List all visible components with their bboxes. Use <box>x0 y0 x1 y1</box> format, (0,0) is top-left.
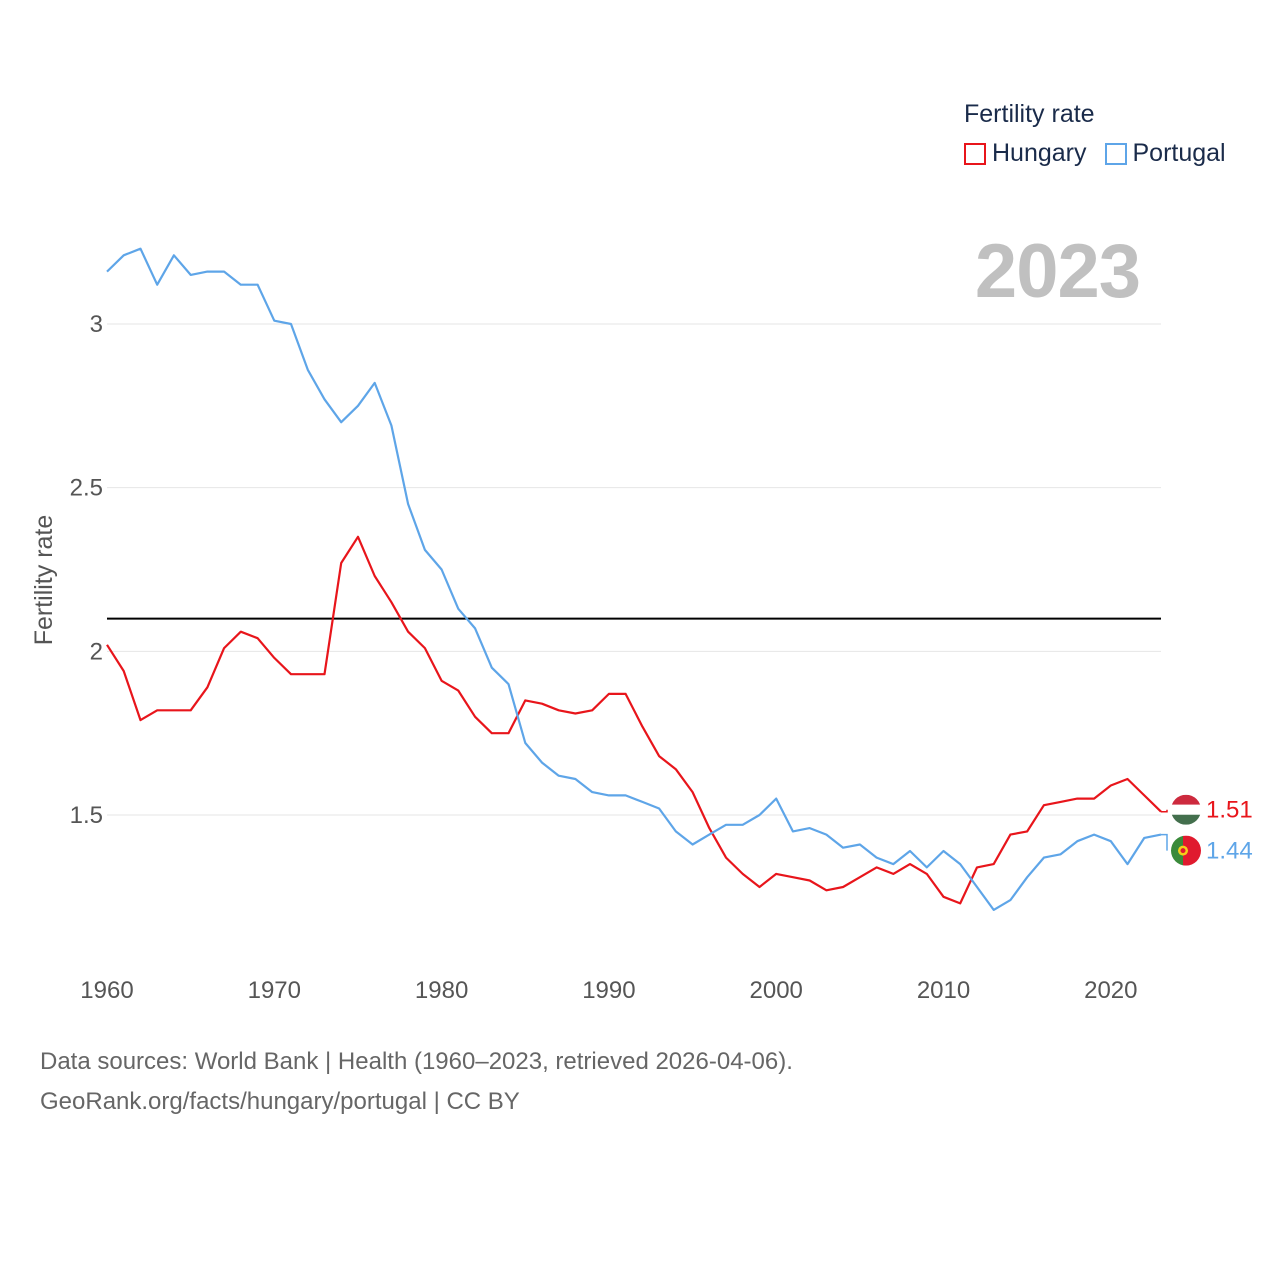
footer: Data sources: World Bank | Health (1960–… <box>40 1042 793 1122</box>
legend-label-hungary: Hungary <box>992 139 1087 167</box>
legend-item-portugal[interactable]: Portugal <box>1104 139 1226 168</box>
x-tick-label: 1960 <box>80 977 133 1004</box>
end-value-label-hungary: 1.51 <box>1206 797 1253 824</box>
x-tick-label: 1990 <box>582 977 635 1004</box>
footer-link[interactable]: GeoRank.org/facts/hungary/portugal | CC … <box>40 1088 520 1115</box>
legend-swatch-hungary <box>964 142 986 165</box>
x-tick-label: 2010 <box>917 977 970 1004</box>
y-tick-label: 2 <box>90 638 103 665</box>
end-connector-hungary <box>1161 809 1168 813</box>
x-tick-label: 1970 <box>248 977 301 1004</box>
series-line-portugal[interactable] <box>106 247 1162 912</box>
portugal-flag-icon <box>1171 835 1201 866</box>
end-value-label-portugal: 1.44 <box>1206 838 1253 865</box>
current-year-label: 2023 <box>974 229 1141 314</box>
end-connector-portugal <box>1161 833 1168 851</box>
x-tick-label: 2020 <box>1084 977 1137 1004</box>
series-end-markers: 1.51 1.44 <box>1161 794 1253 866</box>
legend-item-hungary[interactable]: Hungary <box>964 139 1087 168</box>
series-line-hungary[interactable] <box>106 535 1162 905</box>
x-tick-label: 2000 <box>750 977 803 1004</box>
y-axis-label: Fertility rate <box>30 515 58 646</box>
series-lines <box>106 247 1162 912</box>
y-tick-label: 1.5 <box>70 802 103 829</box>
legend-title: Fertility rate <box>964 100 1095 128</box>
grid-lines <box>107 323 1161 816</box>
x-axis-ticks: 1960 1970 1980 1990 2000 2010 2020 <box>80 977 1137 1004</box>
legend-swatch-portugal <box>1104 142 1127 165</box>
legend: Fertility rate Hungary Portugal <box>964 100 1244 168</box>
footer-sources: Data sources: World Bank | Health (1960–… <box>40 1048 793 1075</box>
x-tick-label: 1980 <box>415 977 468 1004</box>
hungary-flag-icon <box>1171 794 1201 825</box>
y-tick-label: 3 <box>90 311 103 338</box>
legend-label-portugal: Portugal <box>1132 139 1226 167</box>
y-tick-label: 2.5 <box>70 475 103 502</box>
y-axis-ticks: 1.5 2 2.5 3 <box>70 311 103 829</box>
